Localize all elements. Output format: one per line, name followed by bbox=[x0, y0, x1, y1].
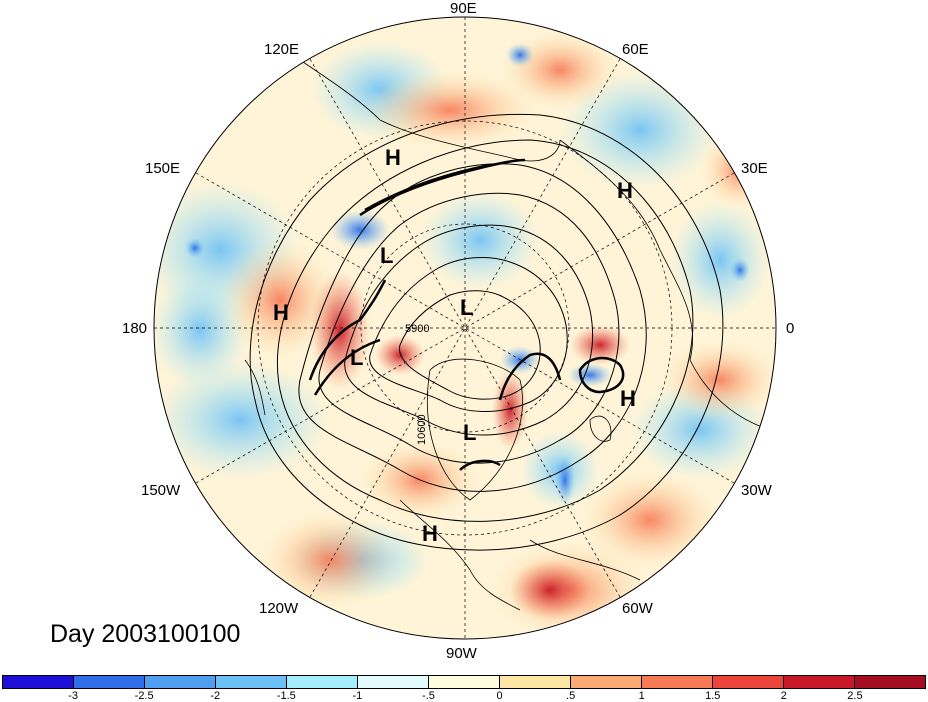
lon-label-90e: 90E bbox=[450, 0, 477, 17]
colorbar-tick-label: -3 bbox=[68, 690, 78, 702]
colorbar-box bbox=[571, 676, 642, 688]
high-center-gulf-of-mexico: H bbox=[422, 521, 438, 546]
colorbar-tick-label: 1.5 bbox=[705, 690, 721, 702]
lon-label-30e: 30E bbox=[741, 160, 768, 177]
high-center-siberia: H bbox=[385, 145, 401, 170]
anomaly-field bbox=[154, 17, 776, 639]
lon-label-60e: 60E bbox=[622, 41, 649, 58]
graticule bbox=[154, 17, 776, 639]
colorbar-tick-label: 2.5 bbox=[847, 690, 863, 702]
lon-label-150e: 150E bbox=[145, 160, 181, 177]
lon-label-180: 180 bbox=[122, 320, 148, 337]
colorbar-box bbox=[216, 676, 287, 688]
colorbar-tick-label: 1 bbox=[638, 690, 645, 702]
colorbar-tick-label: -.5 bbox=[422, 690, 435, 702]
colorbar-box bbox=[500, 676, 571, 688]
colorbar-box bbox=[784, 676, 855, 688]
high-center-western-russia: H bbox=[617, 178, 633, 203]
colorbar-box bbox=[429, 676, 500, 688]
low-center-hudson-bay: L bbox=[463, 420, 476, 445]
colorbar-tick-label: 0 bbox=[496, 690, 503, 702]
contour-label-10600: 10600 bbox=[416, 414, 428, 445]
high-center-eastern-atlantic: H bbox=[620, 386, 636, 411]
low-center-pole: L bbox=[460, 295, 473, 320]
contour-label-5900: 5900 bbox=[405, 323, 429, 335]
colorbar-box bbox=[287, 676, 358, 688]
jet-contours bbox=[308, 158, 625, 471]
high-center-north-pacific: H bbox=[273, 300, 289, 325]
colorbar-box bbox=[3, 676, 74, 688]
colorbar-tick-label: 2 bbox=[780, 690, 787, 702]
height-contours bbox=[249, 113, 724, 551]
colorbar-tick-label: -1 bbox=[352, 690, 363, 702]
colorbar bbox=[2, 675, 926, 689]
lon-label-60w: 60W bbox=[622, 600, 653, 617]
colorbar-tick-label: -2.5 bbox=[134, 690, 154, 702]
colorbar-tick-label: .5 bbox=[566, 690, 576, 702]
lon-label-150w: 150W bbox=[141, 482, 181, 499]
colorbar-box bbox=[74, 676, 145, 688]
day-title: Day 2003100100 bbox=[50, 620, 241, 648]
colorbar-box bbox=[713, 676, 784, 688]
low-center-alaska: L bbox=[350, 345, 363, 370]
lon-label-0: 0 bbox=[786, 320, 795, 337]
colorbar-tick-label: -2 bbox=[210, 690, 221, 702]
colorbar-box bbox=[642, 676, 713, 688]
lon-label-120e: 120E bbox=[264, 41, 300, 58]
map-boundary bbox=[153, 16, 777, 640]
lon-label-30w: 30W bbox=[741, 482, 772, 499]
colorbar-tick-label: -1.5 bbox=[276, 690, 296, 702]
colorbar-box bbox=[145, 676, 216, 688]
lon-label-90w: 90W bbox=[446, 645, 477, 662]
lon-label-120w: 120W bbox=[259, 600, 299, 617]
low-center-okhotsk: L bbox=[380, 243, 393, 268]
colorbar-box bbox=[358, 676, 429, 688]
colorbar-box bbox=[855, 676, 925, 688]
